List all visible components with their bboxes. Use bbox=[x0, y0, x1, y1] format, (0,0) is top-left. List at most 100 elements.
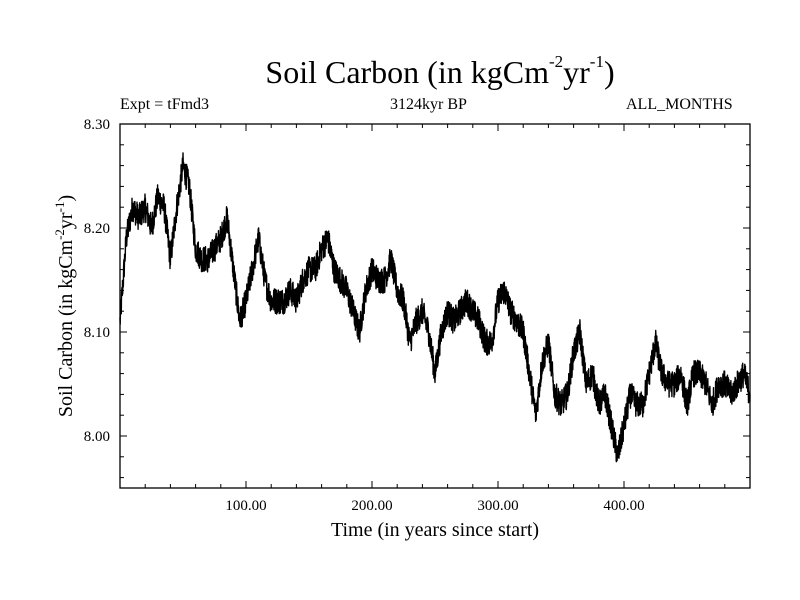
data-point bbox=[610, 424, 612, 426]
y-tick-label: 8.30 bbox=[84, 117, 110, 133]
title-sup-1: -2 bbox=[548, 52, 564, 71]
data-point bbox=[176, 206, 178, 208]
data-point bbox=[686, 404, 688, 406]
data-point bbox=[434, 372, 436, 374]
data-point bbox=[579, 331, 581, 333]
chart-title: Soil Carbon (in kgCm-2yr-1) bbox=[0, 53, 800, 90]
data-point bbox=[560, 404, 562, 406]
data-point bbox=[736, 383, 738, 385]
data-point bbox=[680, 372, 682, 374]
data-point bbox=[201, 258, 203, 260]
data-point bbox=[220, 237, 222, 239]
y-tick-label: 8.00 bbox=[84, 429, 110, 445]
data-point bbox=[535, 414, 537, 416]
data-point bbox=[276, 300, 278, 302]
data-point bbox=[308, 268, 310, 270]
subtitle-experiment: Expt = tFmd3 bbox=[120, 96, 210, 113]
data-point bbox=[409, 341, 411, 343]
data-point bbox=[257, 237, 259, 239]
data-point bbox=[617, 456, 619, 458]
data-point bbox=[245, 300, 247, 302]
data-point bbox=[377, 279, 379, 281]
title-end: ) bbox=[603, 54, 615, 90]
data-point bbox=[591, 372, 593, 374]
data-point bbox=[497, 300, 499, 302]
y-tick-label: 8.10 bbox=[84, 325, 110, 341]
data-point bbox=[207, 258, 209, 260]
data-point bbox=[346, 289, 348, 291]
data-point bbox=[459, 310, 461, 312]
data-point bbox=[516, 320, 518, 322]
data-point bbox=[547, 341, 549, 343]
series-line bbox=[119, 152, 751, 463]
data-point bbox=[642, 404, 644, 406]
x-tick-label: 300.00 bbox=[477, 498, 518, 514]
data-point bbox=[629, 393, 631, 395]
x-tick-label: 200.00 bbox=[351, 498, 392, 514]
ylabel-end: ) bbox=[55, 195, 77, 202]
ylabel-sup-2: -1 bbox=[52, 202, 67, 213]
data-point bbox=[730, 393, 732, 395]
data-point bbox=[188, 185, 190, 187]
data-point bbox=[371, 268, 373, 270]
data-point bbox=[289, 289, 291, 291]
data-point bbox=[295, 300, 297, 302]
data-point bbox=[598, 404, 600, 406]
data-point bbox=[402, 300, 404, 302]
data-point bbox=[270, 300, 272, 302]
data-point bbox=[314, 268, 316, 270]
x-tick-label: 400.00 bbox=[603, 498, 644, 514]
plot-frame bbox=[119, 123, 751, 489]
data-point bbox=[264, 279, 266, 281]
data-point bbox=[339, 279, 341, 281]
data-point bbox=[440, 331, 442, 333]
data-point bbox=[472, 310, 474, 312]
data-point bbox=[446, 310, 448, 312]
title-sup-2: -1 bbox=[589, 52, 604, 71]
data-point bbox=[226, 216, 228, 218]
data-point bbox=[239, 320, 241, 322]
data-point bbox=[157, 196, 159, 198]
data-point bbox=[365, 289, 367, 291]
title-mid: yr bbox=[563, 54, 590, 90]
data-point bbox=[383, 279, 385, 281]
data-point bbox=[421, 310, 423, 312]
data-point bbox=[125, 237, 127, 239]
data-point bbox=[478, 320, 480, 322]
data-point bbox=[327, 237, 329, 239]
data-point bbox=[554, 393, 556, 395]
data-point bbox=[138, 216, 140, 218]
data-point bbox=[654, 341, 656, 343]
data-point bbox=[604, 393, 606, 395]
y-tick-label: 8.20 bbox=[84, 221, 110, 237]
data-point bbox=[541, 362, 543, 364]
tick-layer bbox=[120, 123, 750, 488]
subtitle-period: 3124kyr BP bbox=[390, 96, 467, 113]
data-point bbox=[623, 424, 625, 426]
data-point bbox=[415, 320, 417, 322]
data-point bbox=[144, 206, 146, 208]
data-point bbox=[566, 393, 568, 395]
data-point bbox=[711, 404, 713, 406]
data-point bbox=[428, 331, 430, 333]
data-point bbox=[320, 248, 322, 250]
data-point bbox=[743, 372, 745, 374]
ylabel-mid: yr bbox=[55, 212, 77, 229]
data-point bbox=[358, 331, 360, 333]
data-point bbox=[302, 279, 304, 281]
data-point bbox=[692, 372, 694, 374]
data-point bbox=[150, 227, 152, 229]
data-point bbox=[484, 341, 486, 343]
data-point bbox=[251, 268, 253, 270]
label-layer: 100.00 200.00 300.00 400.00 8.00 8.10 8.20 8.30 bbox=[84, 117, 645, 514]
x-axis-label: Time (in years since start) bbox=[331, 519, 539, 541]
data-point bbox=[390, 258, 392, 260]
data-point bbox=[528, 372, 530, 374]
data-point bbox=[465, 300, 467, 302]
data-point bbox=[503, 289, 505, 291]
data-point bbox=[572, 352, 574, 354]
x-tick-label: 100.00 bbox=[225, 498, 266, 514]
data-point bbox=[352, 310, 354, 312]
data-point bbox=[661, 372, 663, 374]
